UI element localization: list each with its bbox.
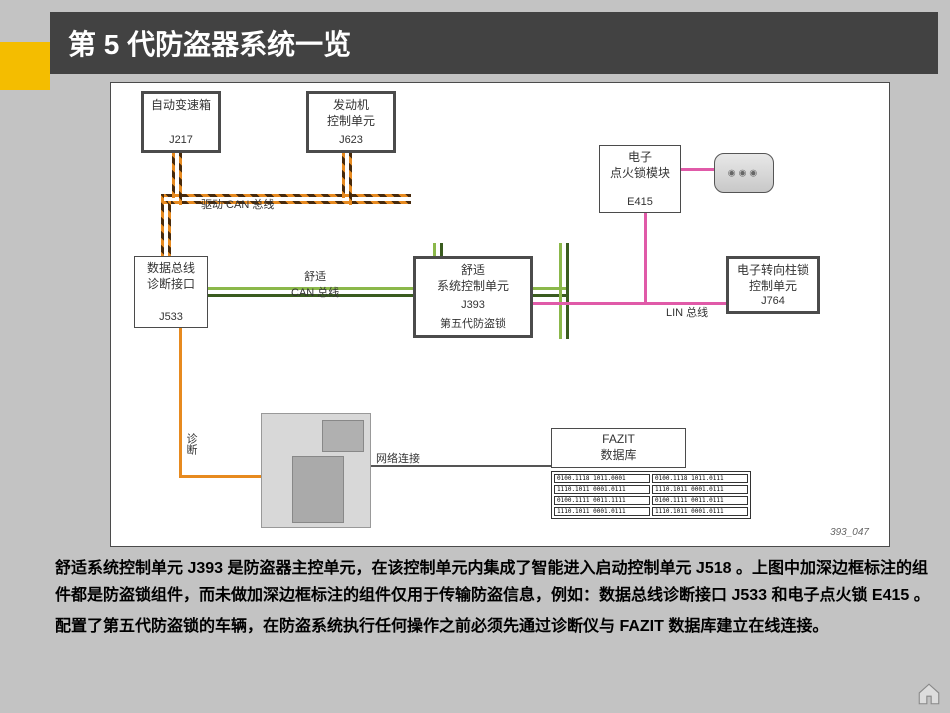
node-j623: 发动机 控制单元 J623	[306, 91, 396, 153]
keyfob-icon	[714, 153, 774, 193]
node-label: 数据总线 诊断接口	[137, 261, 205, 292]
accent-block	[0, 42, 50, 90]
paragraph: 舒适系统控制单元 J393 是防盗器主控单元，在该控制单元内集成了智能进入启动控…	[55, 555, 930, 609]
node-code: J623	[311, 134, 391, 146]
drive-can-label: 驱动 CAN 总线	[201, 196, 274, 212]
lin-label: LIN 总线	[666, 304, 708, 320]
node-j533: 数据总线 诊断接口 J533	[134, 256, 208, 328]
fazit-data-table: 0100.1118 1011.00010100.1118 1011.0111 1…	[551, 471, 751, 519]
network-label: 网络连接	[376, 450, 420, 466]
node-e415: 电子 点火锁模块 E415	[599, 145, 681, 213]
node-code: J393	[420, 299, 526, 311]
system-diagram: 自动变速箱 J217 发动机 控制单元 J623 电子 点火锁模块 E415 数…	[110, 82, 890, 547]
node-sub: 第五代防盗锁	[420, 317, 526, 331]
node-code: E415	[602, 196, 678, 208]
node-label: 电子转向柱锁 控制单元	[731, 263, 815, 294]
bus-drop	[179, 153, 182, 205]
lin-bus	[681, 168, 716, 171]
node-label: 自动变速箱	[146, 98, 216, 114]
bus-drop	[161, 194, 164, 259]
diag-label: 诊断	[183, 433, 199, 455]
home-icon[interactable]	[916, 681, 942, 707]
diag-line	[179, 328, 182, 478]
node-label: FAZIT 数据库	[554, 432, 683, 463]
node-code: J533	[137, 311, 205, 323]
lin-bus	[644, 213, 647, 303]
node-j764: 电子转向柱锁 控制单元 J764	[726, 256, 820, 314]
drive-can-bus	[161, 194, 411, 197]
diagnostic-device-icon	[261, 413, 371, 528]
node-label: 电子 点火锁模块	[602, 150, 678, 181]
bus-drop	[349, 153, 352, 205]
node-label: 发动机 控制单元	[311, 98, 391, 129]
bus-drop	[566, 243, 569, 339]
slide-title: 第 5 代防盗器系统一览	[50, 12, 938, 74]
bus-drop	[168, 201, 171, 259]
paragraph: 配置了第五代防盗锁的车辆，在防盗系统执行任何操作之前必须先通过诊断仪与 FAZI…	[55, 613, 930, 640]
figure-caption: 393_047	[830, 527, 869, 538]
node-j393: 舒适 系统控制单元 J393 第五代防盗锁	[413, 256, 533, 338]
node-j217: 自动变速箱 J217	[141, 91, 221, 153]
description-text: 舒适系统控制单元 J393 是防盗器主控单元，在该控制单元内集成了智能进入启动控…	[55, 555, 930, 645]
bus-drop	[342, 153, 345, 198]
bus-drop	[559, 243, 562, 339]
node-label: 舒适 系统控制单元	[420, 263, 526, 294]
node-code: J217	[146, 134, 216, 146]
drive-can-bus	[161, 201, 411, 204]
node-fazit: FAZIT 数据库	[551, 428, 686, 468]
comfort-can-label: 舒适 CAN 总线	[291, 268, 339, 300]
diag-line	[179, 475, 274, 478]
bus-drop	[172, 153, 175, 198]
node-code: J764	[731, 295, 815, 307]
